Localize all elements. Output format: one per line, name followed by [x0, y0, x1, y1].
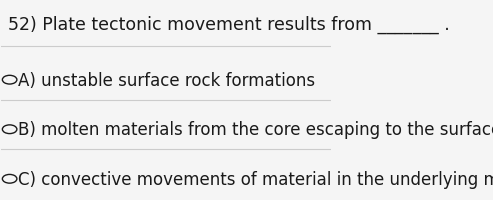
- Text: C) convective movements of material in the underlying mantle: C) convective movements of material in t…: [18, 170, 493, 188]
- Text: 52) Plate tectonic movement results from _______ .: 52) Plate tectonic movement results from…: [8, 16, 450, 34]
- Text: B) molten materials from the core escaping to the surface: B) molten materials from the core escapi…: [18, 121, 493, 139]
- Text: A) unstable surface rock formations: A) unstable surface rock formations: [18, 71, 315, 89]
